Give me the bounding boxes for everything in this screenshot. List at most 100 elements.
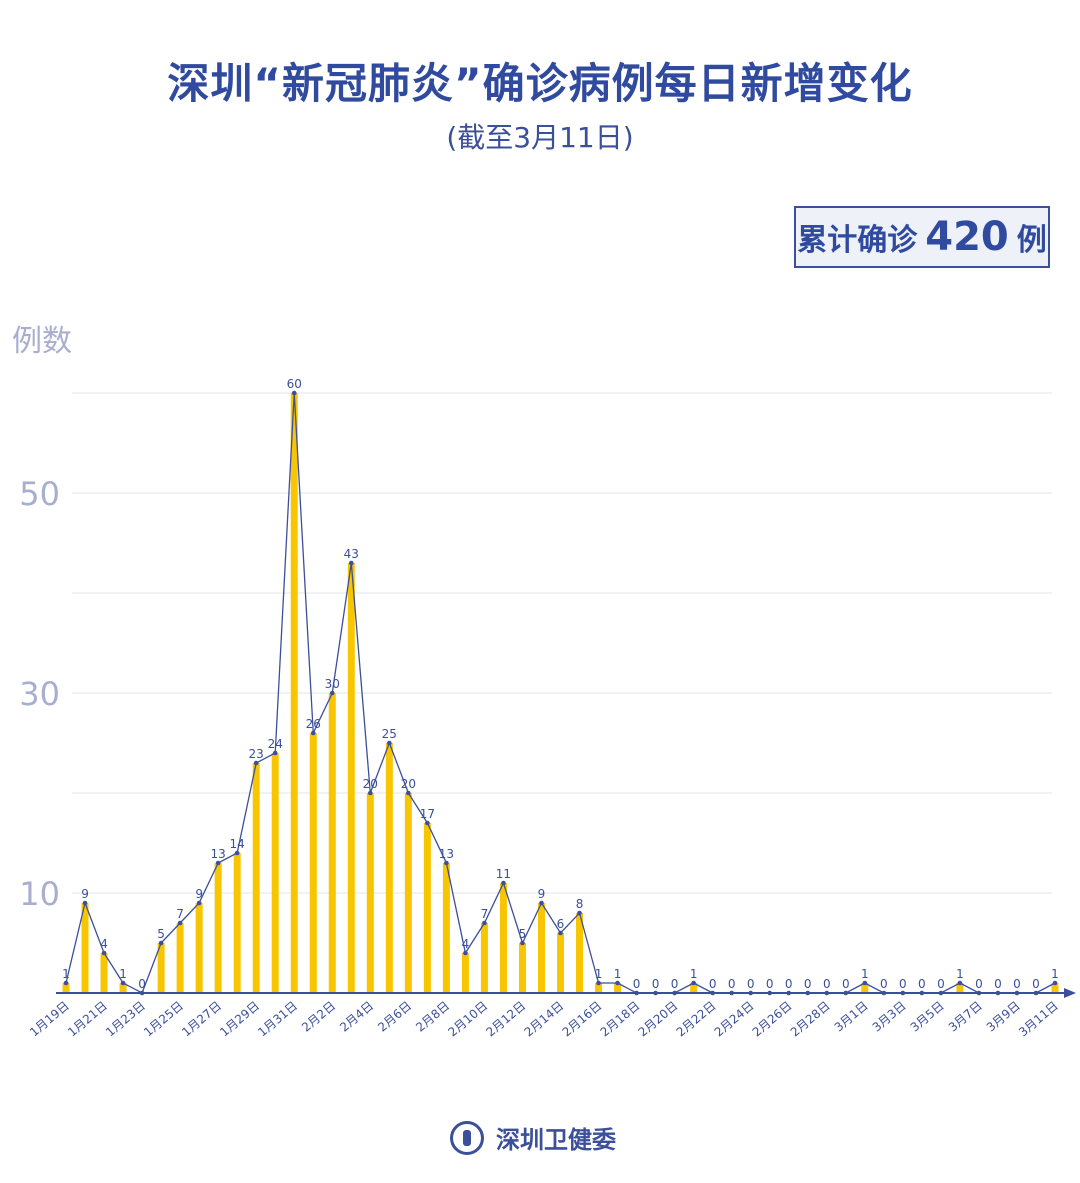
data-label: 0 bbox=[994, 977, 1002, 991]
data-point bbox=[196, 900, 202, 906]
total-value: 420 bbox=[925, 214, 1009, 260]
bar bbox=[271, 753, 279, 993]
data-label: 7 bbox=[481, 907, 489, 921]
data-label: 20 bbox=[363, 777, 378, 791]
data-label: 1 bbox=[614, 967, 622, 981]
x-axis-arrow-icon bbox=[1064, 988, 1076, 998]
total-prefix: 累计确诊 bbox=[797, 223, 918, 258]
bar bbox=[861, 983, 869, 993]
data-point bbox=[101, 950, 107, 956]
bar bbox=[461, 953, 469, 993]
bar bbox=[347, 563, 355, 993]
x-tick-label: 2月4日 bbox=[337, 999, 376, 1035]
bar bbox=[442, 863, 450, 993]
bar bbox=[195, 903, 203, 993]
bar bbox=[576, 913, 584, 993]
x-tick-label: 2月6日 bbox=[375, 999, 414, 1035]
x-tick-label: 2月18日 bbox=[598, 999, 643, 1040]
data-point bbox=[1033, 990, 1039, 996]
data-point bbox=[995, 990, 1001, 996]
data-label: 14 bbox=[230, 837, 245, 851]
data-point bbox=[634, 990, 639, 996]
data-point bbox=[691, 980, 696, 986]
data-point bbox=[767, 990, 773, 996]
data-point bbox=[710, 990, 715, 996]
data-point bbox=[615, 980, 620, 986]
data-label: 0 bbox=[766, 977, 774, 991]
data-label: 0 bbox=[747, 977, 755, 991]
daily-cases-chart: 10305011月19日941月21日101月23日571月25日9131月27… bbox=[19, 377, 1076, 1040]
data-point bbox=[463, 950, 468, 956]
data-point bbox=[501, 880, 506, 886]
data-label: 1 bbox=[62, 967, 70, 981]
data-label: 9 bbox=[538, 887, 546, 901]
bar bbox=[328, 693, 336, 993]
data-label: 1 bbox=[595, 967, 603, 981]
data-point bbox=[63, 980, 69, 986]
x-tick-label: 3月7日 bbox=[946, 999, 985, 1035]
x-tick-label: 1月27日 bbox=[179, 999, 224, 1040]
footer-org: 深圳卫健委 bbox=[496, 1126, 616, 1154]
data-label: 5 bbox=[519, 927, 527, 941]
data-label: 26 bbox=[306, 717, 321, 731]
bar bbox=[499, 883, 507, 993]
data-point bbox=[444, 860, 449, 866]
bar bbox=[309, 733, 317, 993]
data-label: 0 bbox=[1032, 977, 1040, 991]
x-tick-label: 1月25日 bbox=[141, 999, 186, 1040]
total-suffix: 例 bbox=[1016, 223, 1047, 258]
data-label: 17 bbox=[420, 807, 435, 821]
data-label: 0 bbox=[633, 977, 641, 991]
data-label: 11 bbox=[496, 867, 511, 881]
data-point bbox=[215, 860, 221, 866]
bar bbox=[595, 983, 603, 993]
y-axis-label: 例数 bbox=[12, 324, 72, 359]
data-point bbox=[881, 990, 887, 996]
x-tick-label: 3月11日 bbox=[1016, 999, 1061, 1040]
bar bbox=[614, 983, 622, 993]
data-point bbox=[653, 990, 658, 996]
data-label: 0 bbox=[899, 977, 907, 991]
page-title: 深圳“新冠肺炎”确诊病例每日新增变化 bbox=[167, 59, 913, 108]
data-label: 1 bbox=[861, 967, 869, 981]
data-label: 5 bbox=[157, 927, 165, 941]
x-tick-label: 2月26日 bbox=[750, 999, 795, 1040]
bar bbox=[385, 743, 393, 993]
data-point bbox=[862, 980, 868, 986]
bar bbox=[62, 983, 70, 993]
x-tick-label: 2月12日 bbox=[483, 999, 528, 1040]
data-label: 9 bbox=[195, 887, 203, 901]
data-point bbox=[558, 930, 563, 936]
data-label: 9 bbox=[81, 887, 89, 901]
bar bbox=[214, 863, 222, 993]
data-label: 0 bbox=[709, 977, 717, 991]
total-cases-box: 累计确诊 420 例 bbox=[794, 206, 1050, 268]
x-tick-label: 3月3日 bbox=[870, 999, 909, 1035]
data-label: 25 bbox=[382, 727, 397, 741]
data-label: 23 bbox=[249, 747, 264, 761]
x-tick-label: 1月21日 bbox=[65, 999, 110, 1040]
data-point bbox=[406, 790, 411, 796]
bar bbox=[290, 393, 298, 993]
data-label: 0 bbox=[804, 977, 812, 991]
bar bbox=[233, 853, 241, 993]
x-tick-label: 1月29日 bbox=[217, 999, 262, 1040]
data-label: 6 bbox=[557, 917, 565, 931]
bar bbox=[480, 923, 488, 993]
data-label: 0 bbox=[918, 977, 926, 991]
y-tick-label: 10 bbox=[19, 875, 60, 913]
data-label: 7 bbox=[176, 907, 184, 921]
data-point bbox=[329, 690, 335, 696]
data-point bbox=[1014, 990, 1020, 996]
x-tick-label: 2月28日 bbox=[788, 999, 833, 1040]
y-tick-label: 30 bbox=[19, 675, 60, 713]
bar bbox=[537, 903, 545, 993]
x-tick-label: 2月2日 bbox=[299, 999, 338, 1035]
data-point bbox=[976, 990, 982, 996]
data-label: 0 bbox=[1013, 977, 1021, 991]
data-label: 4 bbox=[100, 937, 108, 951]
health-commission-logo-icon bbox=[450, 1120, 484, 1155]
data-point bbox=[177, 920, 183, 926]
x-tick-label: 2月10日 bbox=[445, 999, 490, 1040]
